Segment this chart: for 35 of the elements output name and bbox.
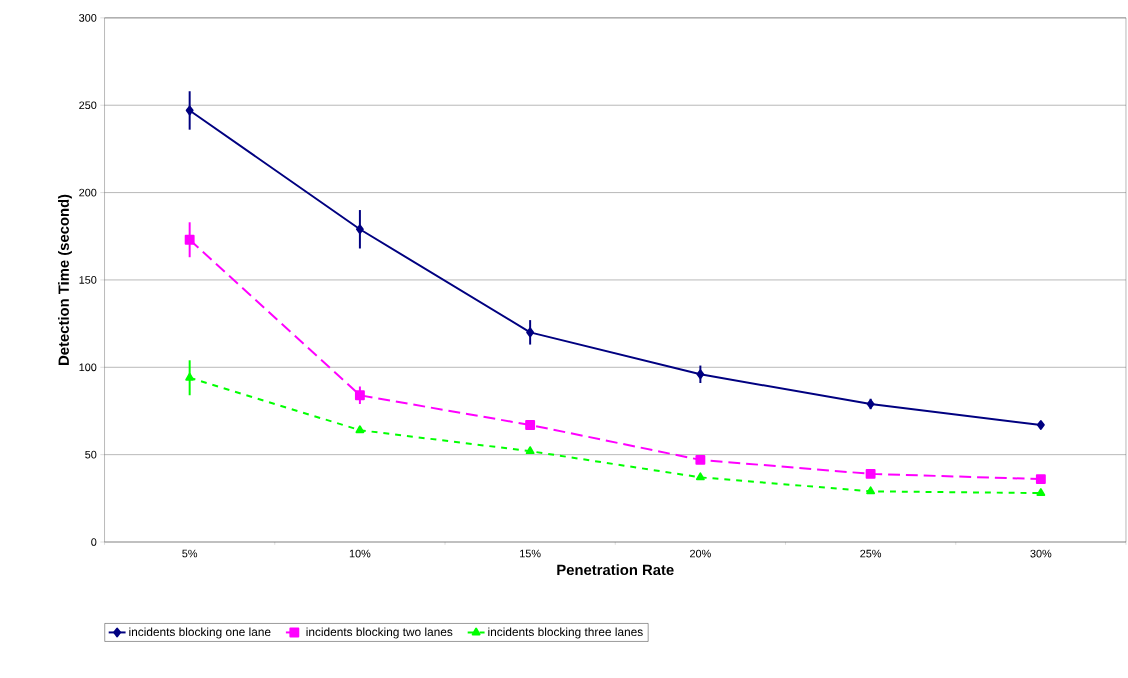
point [184,234,195,245]
point [185,105,194,116]
point [355,224,364,235]
y-tick-label: 100 [79,363,97,372]
y-tick-label: 200 [79,188,97,197]
point [866,399,875,409]
x-axis-title: Penetration Rate [557,564,674,576]
y-tick-label: 250 [79,101,97,110]
x-tick-label: 10% [349,549,371,558]
y-tick-label: 0 [91,538,97,546]
legend-label: incidents blocking one lane [129,627,271,639]
x-tick-label: 5% [182,549,198,558]
x-tick-label: 20% [690,549,711,558]
point [1035,474,1046,485]
point [695,454,706,465]
point [696,369,705,380]
y-tick-label: 300 [79,14,97,22]
point [355,425,365,434]
point [866,486,876,495]
point [525,420,536,430]
x-tick-label: 15% [520,549,541,558]
y-tick-label: 150 [79,276,97,284]
point [185,372,195,381]
point [525,446,535,455]
point [526,327,535,338]
y-tick-label: 50 [85,450,97,459]
point [865,468,876,479]
legend-label: incidents blocking two lanes [306,627,453,639]
legend-label: incidents blocking three lanes [488,627,643,639]
x-tick-label: 25% [860,549,882,558]
x-tick-label: 30% [1030,549,1052,558]
point [1036,488,1046,497]
point [354,390,365,401]
y-axis-title: Detection Time (second) [58,194,72,365]
point [695,472,705,481]
